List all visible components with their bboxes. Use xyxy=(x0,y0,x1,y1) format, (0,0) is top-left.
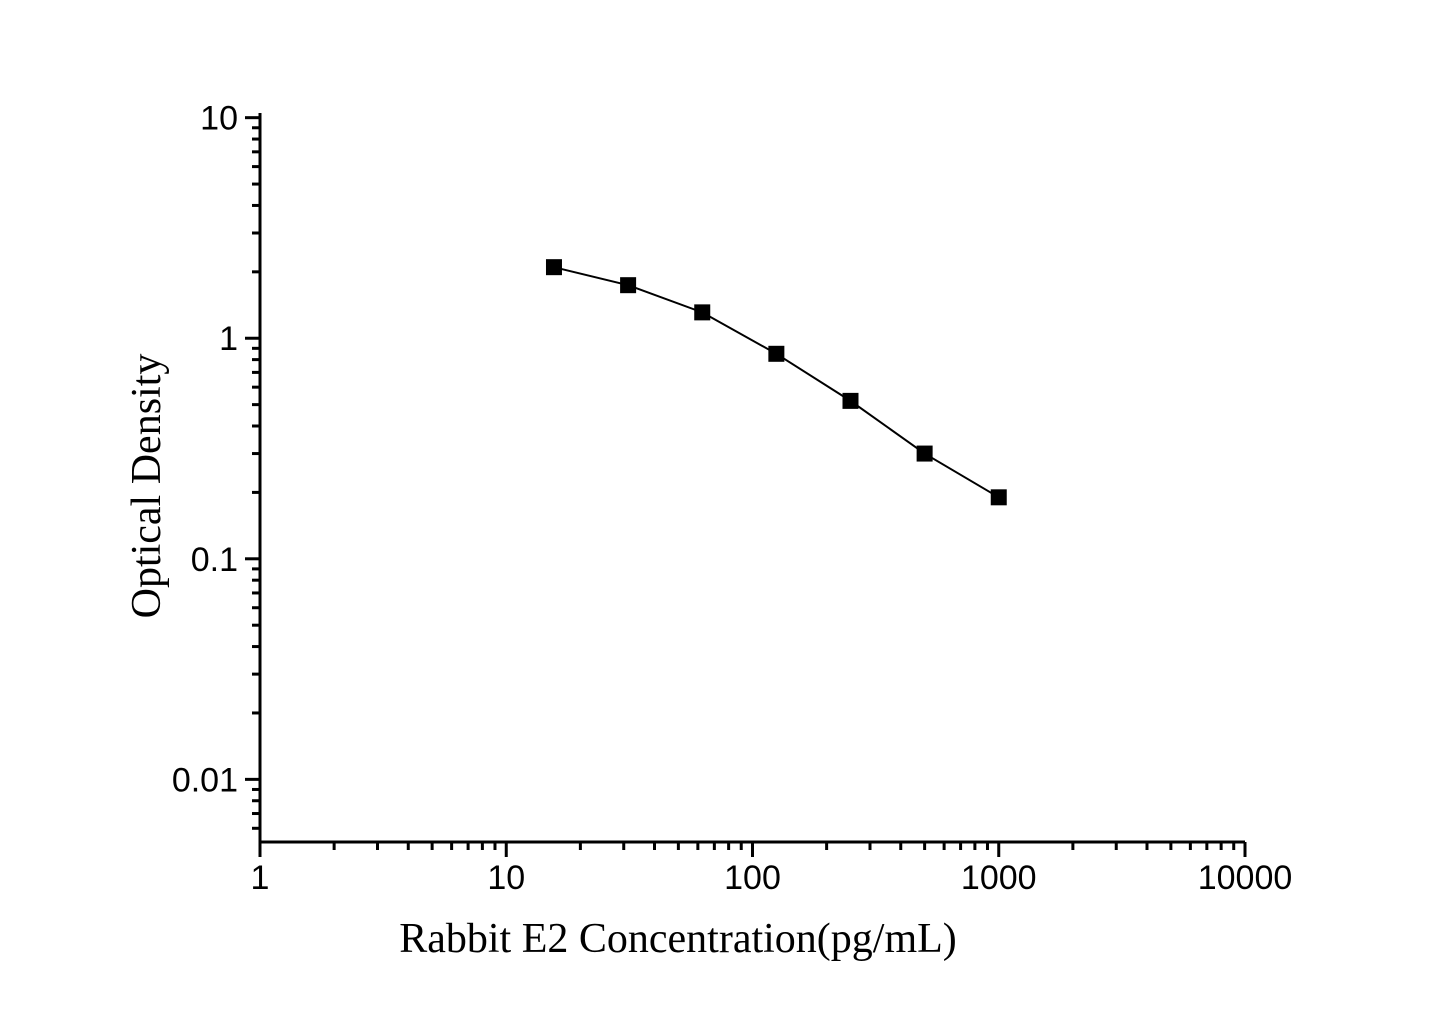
data-point-marker xyxy=(545,259,562,276)
data-point-marker xyxy=(842,392,859,409)
x-tick-label: 1 xyxy=(251,859,270,897)
x-axis-title: Rabbit E2 Concentration(pg/mL) xyxy=(399,916,957,962)
y-tick-label: 0.01 xyxy=(172,761,238,799)
y-tick-label: 1 xyxy=(219,320,238,358)
data-point-marker xyxy=(990,489,1007,506)
data-point-marker xyxy=(768,345,785,362)
y-axis-title: Optical Density xyxy=(124,353,170,619)
x-tick-label: 10 xyxy=(487,859,525,897)
x-tick-label: 100 xyxy=(724,859,781,897)
y-tick-label: 10 xyxy=(200,100,238,138)
data-point-marker xyxy=(694,304,711,321)
x-tick-label: 1000 xyxy=(961,859,1037,897)
axis-spines xyxy=(258,113,1245,844)
data-point-marker xyxy=(916,445,933,462)
data-point-marker xyxy=(620,277,637,294)
y-tick-label: 0.1 xyxy=(191,541,238,579)
standard-curve-line xyxy=(553,266,1000,499)
x-tick-label: 10000 xyxy=(1198,859,1293,897)
